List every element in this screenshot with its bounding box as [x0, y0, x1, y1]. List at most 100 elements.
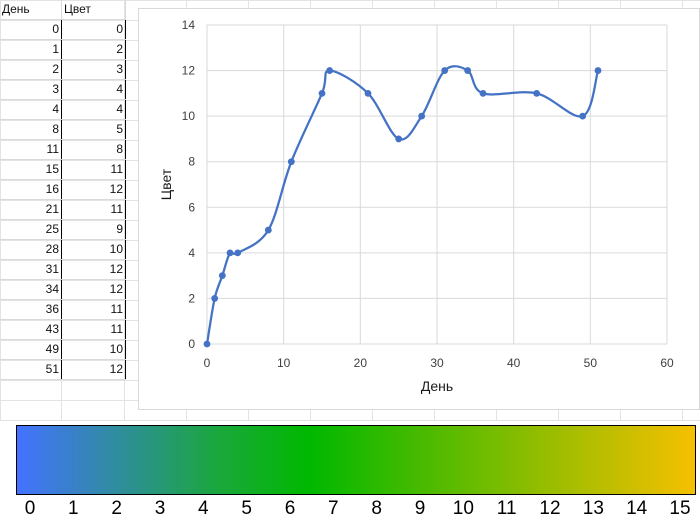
cell-day[interactable]: 15 — [0, 159, 62, 180]
table-row: 16 12 — [0, 179, 126, 200]
data-point — [533, 89, 541, 97]
x-axis-title: День — [421, 378, 453, 394]
cell-color[interactable]: 12 — [61, 259, 126, 280]
table-row: 36 11 — [0, 299, 126, 320]
cell-color[interactable]: 12 — [61, 279, 126, 300]
table-row: 31 12 — [0, 259, 126, 280]
cell-day[interactable]: 2 — [0, 59, 62, 80]
color-scale-label: 5 — [241, 498, 252, 519]
table-row: 28 10 — [0, 239, 126, 260]
x-tick-label: 40 — [507, 356, 521, 370]
x-tick-label: 0 — [204, 356, 211, 370]
cell-day[interactable]: 51 — [0, 359, 62, 380]
data-point — [418, 112, 426, 120]
cell-color[interactable]: 4 — [61, 99, 126, 120]
cell-day[interactable]: 25 — [0, 219, 62, 240]
table-row: 15 11 — [0, 159, 126, 180]
color-scale-label: 2 — [111, 498, 122, 519]
data-point — [218, 272, 226, 280]
cell-color[interactable]: 8 — [61, 139, 126, 160]
y-tick-label: 8 — [188, 155, 195, 169]
y-tick-label: 10 — [182, 109, 196, 123]
data-points — [203, 67, 602, 348]
color-scale-bar — [16, 425, 696, 495]
grid-row-line — [0, 420, 700, 421]
color-scale-label: 14 — [626, 498, 648, 519]
cell-color[interactable]: 10 — [61, 239, 126, 260]
table-row: 51 12 — [0, 359, 126, 380]
cell-day[interactable]: 36 — [0, 299, 62, 320]
cell-day[interactable]: 8 — [0, 119, 62, 140]
cell-day[interactable]: 34 — [0, 279, 62, 300]
y-tick-label: 2 — [188, 291, 195, 305]
cell-day[interactable]: 1 — [0, 39, 62, 60]
data-point — [579, 112, 587, 120]
color-scale-label: 6 — [284, 498, 296, 519]
cell-color[interactable]: 3 — [61, 59, 126, 80]
line-chart: 0 2 4 6 8 10 12 14 0 10 20 30 40 50 60 День Цвет — [158, 18, 674, 394]
color-scale-label: 12 — [539, 498, 561, 519]
grid-row-line — [0, 0, 700, 1]
cell-day[interactable]: 49 — [0, 339, 62, 360]
cell-day[interactable]: 43 — [0, 319, 62, 340]
cell-day[interactable]: 21 — [0, 199, 62, 220]
table-row: 49 10 — [0, 339, 126, 360]
data-point — [395, 135, 403, 143]
cell-day[interactable]: 3 — [0, 79, 62, 100]
cell-color[interactable]: 4 — [61, 79, 126, 100]
cell-color[interactable]: 10 — [61, 339, 126, 360]
cell-color[interactable]: 11 — [61, 159, 126, 180]
y-tick-label: 14 — [182, 18, 196, 32]
cell-color[interactable]: 11 — [61, 199, 126, 220]
color-scale-label: 4 — [198, 498, 209, 519]
data-point — [479, 89, 487, 97]
color-scale-labels: 0 1 2 3 4 5 6 7 8 9 10 11 12 13 14 15 — [0, 498, 700, 524]
table-row: 21 11 — [0, 199, 126, 220]
table-row: 43 11 — [0, 319, 126, 340]
cell-color[interactable]: 2 — [61, 39, 126, 60]
table-row: 25 9 — [0, 219, 126, 240]
series-line — [205, 65, 600, 345]
column-header-day[interactable]: День — [0, 0, 62, 20]
color-scale-label: 13 — [582, 498, 604, 519]
cell-color[interactable]: 12 — [61, 179, 126, 200]
cell-color[interactable]: 5 — [61, 119, 126, 140]
y-tick-label: 12 — [182, 64, 196, 78]
cell-color[interactable]: 11 — [61, 319, 126, 340]
x-tick-label: 30 — [430, 356, 444, 370]
color-scale-label: 7 — [328, 498, 339, 519]
data-point — [234, 249, 242, 257]
x-tick-label: 50 — [584, 356, 598, 370]
x-tick-label: 20 — [354, 356, 368, 370]
y-tick-label: 0 — [188, 337, 195, 351]
color-scale-label: 3 — [154, 498, 166, 519]
data-point — [226, 249, 234, 257]
tick-labels: 0 2 4 6 8 10 12 14 0 10 20 30 40 50 60 — [182, 18, 674, 370]
cell-color[interactable]: 0 — [61, 19, 126, 40]
cell-day[interactable]: 31 — [0, 259, 62, 280]
cell-day[interactable]: 16 — [0, 179, 62, 200]
cell-day[interactable]: 4 — [0, 99, 62, 120]
column-header-color[interactable]: Цвет — [61, 0, 126, 20]
cell-color[interactable]: 11 — [61, 299, 126, 320]
cell-day[interactable]: 0 — [0, 19, 62, 40]
color-scale-label: 8 — [371, 498, 382, 519]
cell-day[interactable]: 11 — [0, 139, 62, 160]
cell-day[interactable]: 28 — [0, 239, 62, 260]
data-point — [364, 89, 372, 97]
table-body: 0 0 1 2 2 3 3 4 4 4 8 5 11 8 15 11 16 12 21 11 25 9 28 10 31 12 34… — [0, 19, 126, 380]
color-scale-label: 1 — [68, 498, 79, 519]
cell-color[interactable]: 12 — [61, 359, 126, 380]
cell-color[interactable]: 9 — [61, 219, 126, 240]
chart-grid — [206, 24, 668, 345]
y-axis-title: Цвет — [158, 168, 174, 200]
chart-panel[interactable]: 0 2 4 6 8 10 12 14 0 10 20 30 40 50 60 День Цвет — [138, 8, 700, 410]
data-point — [203, 340, 211, 348]
data-point — [318, 89, 326, 97]
data-table: День Цвет 0 0 1 2 2 3 3 4 4 4 8 5 11 8 15 11 16 12 21 11 25 9… — [0, 0, 126, 380]
color-scale-label: 0 — [24, 498, 36, 519]
